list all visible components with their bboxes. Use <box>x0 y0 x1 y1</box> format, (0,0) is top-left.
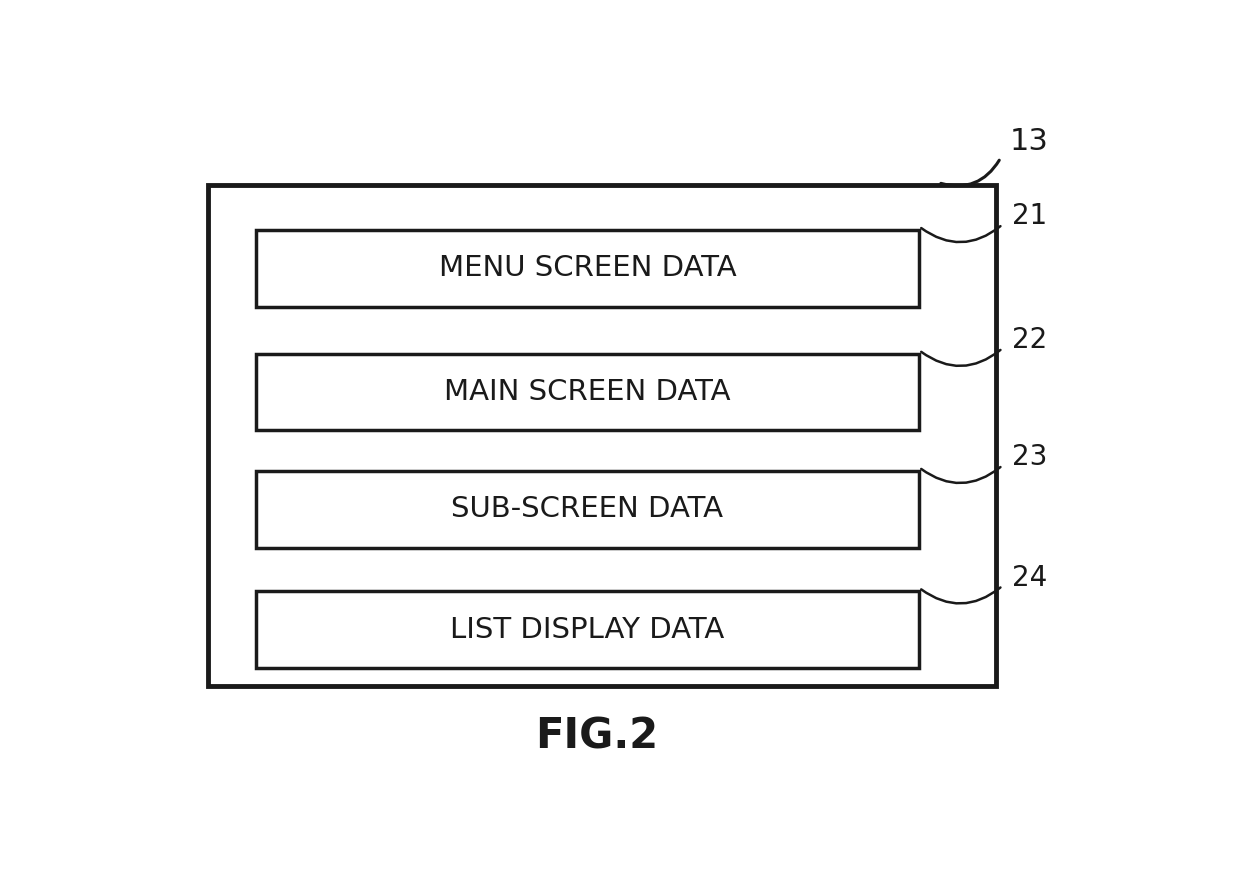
Text: 21: 21 <box>1012 202 1047 230</box>
Text: FIG.2: FIG.2 <box>536 715 658 758</box>
Bar <box>255 229 919 307</box>
Text: 13: 13 <box>1011 127 1049 156</box>
Text: 23: 23 <box>1012 443 1048 471</box>
Bar <box>255 471 919 547</box>
Text: MENU SCREEN DATA: MENU SCREEN DATA <box>439 255 737 282</box>
Text: SUB-SCREEN DATA: SUB-SCREEN DATA <box>451 495 723 523</box>
Bar <box>208 184 996 687</box>
Text: 22: 22 <box>1012 326 1047 355</box>
Bar <box>255 354 919 430</box>
Text: 24: 24 <box>1012 564 1047 592</box>
Text: LIST DISPLAY DATA: LIST DISPLAY DATA <box>450 615 724 644</box>
Text: MAIN SCREEN DATA: MAIN SCREEN DATA <box>444 378 730 406</box>
Bar <box>255 591 919 668</box>
